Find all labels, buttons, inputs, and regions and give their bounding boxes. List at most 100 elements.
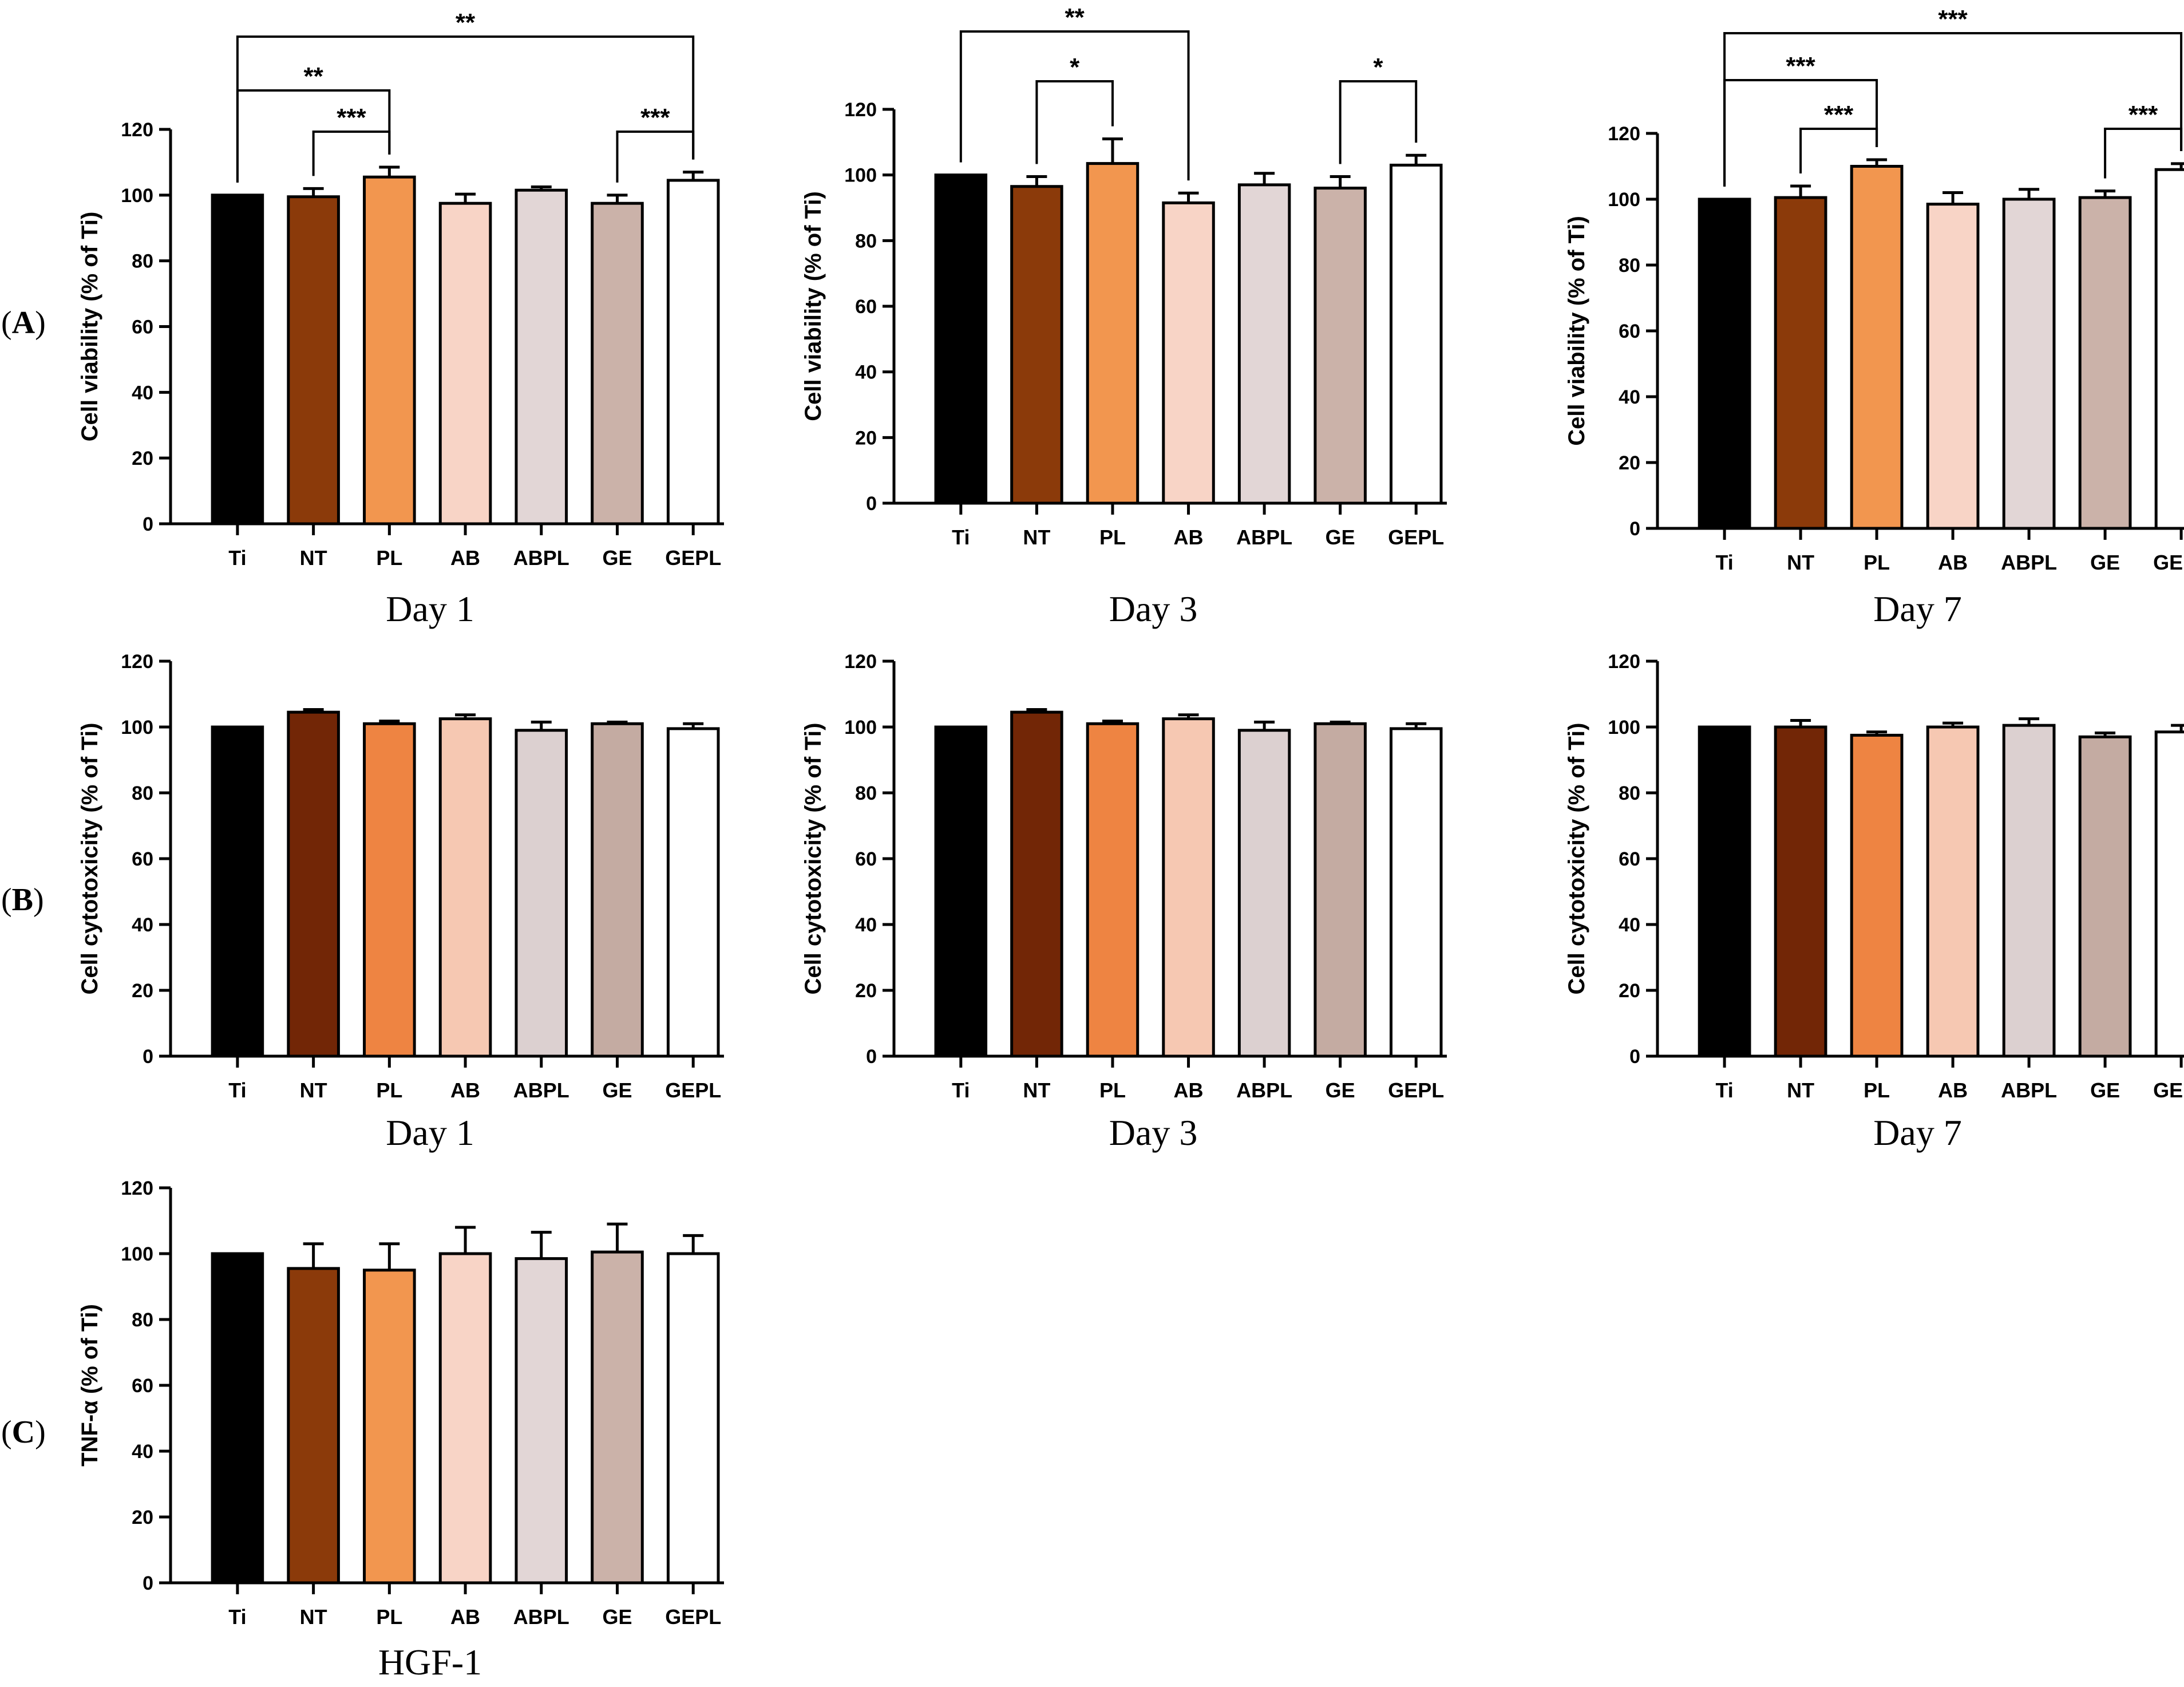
y-tick-label: 80: [1619, 255, 1640, 276]
significance-label: ***: [337, 104, 366, 132]
bar-ab: [1162, 717, 1215, 1058]
chart-viability-day7: 0 20 40 60 80 100 120 Ti NT PL AB ABPL GE GEPL Cell vi…: [1564, 5, 2184, 629]
bar-pl: [363, 175, 416, 526]
y-tick-label: 20: [1619, 980, 1640, 1002]
x-tick-label: GE: [1326, 1078, 1355, 1102]
x-tick-label: ABPL: [513, 1605, 569, 1629]
x-tick-label: GEPL: [665, 546, 721, 570]
bar-ab: [1926, 203, 1980, 530]
panel-label-b: (B): [1, 882, 44, 918]
x-tick-label: NT: [300, 1605, 327, 1629]
bar-ge: [591, 202, 644, 526]
y-tick-label: 100: [121, 1243, 153, 1265]
bar-pl: [1850, 733, 1904, 1058]
y-tick-label: 40: [132, 382, 153, 404]
y-tick-label: 60: [132, 317, 153, 338]
bar-nt: [1010, 185, 1063, 505]
y-tick-label: 60: [1619, 321, 1640, 342]
chart-caption: Day 7: [1873, 1112, 1962, 1153]
x-tick-label: PL: [376, 546, 402, 570]
y-tick-label: 80: [1619, 783, 1640, 804]
chart-caption: Day 1: [386, 588, 474, 629]
bar-pl: [363, 722, 416, 1058]
chart-caption: HGF-1: [378, 1642, 482, 1682]
chart-caption: Day 3: [1109, 1112, 1198, 1153]
x-tick-label: NT: [1787, 1078, 1814, 1102]
significance-label: ***: [1824, 101, 1854, 129]
x-tick-label: NT: [1023, 1078, 1050, 1102]
x-tick-label: ABPL: [2001, 551, 2057, 574]
x-tick-label: AB: [450, 1078, 480, 1102]
y-tick-label: 120: [844, 99, 877, 121]
bar-gepl: [666, 1252, 720, 1585]
x-tick-label: NT: [300, 546, 327, 570]
significance-label: ***: [1786, 52, 1815, 80]
y-tick-label: 20: [855, 427, 877, 449]
significance-label: **: [1065, 3, 1085, 31]
y-axis-label: Cell viability (% of Ti): [801, 191, 826, 421]
x-tick-label: ABPL: [1236, 526, 1292, 549]
significance-label: ***: [640, 104, 670, 132]
y-tick-label: 20: [132, 448, 153, 469]
y-tick-label: 120: [121, 651, 153, 673]
y-tick-label: 120: [1608, 651, 1640, 673]
x-tick-label: ABPL: [1236, 1078, 1292, 1102]
y-tick-label: 0: [866, 1046, 877, 1068]
bar-ab: [438, 202, 492, 526]
x-tick-label: GEPL: [665, 1078, 721, 1102]
bar-gepl: [2154, 168, 2184, 530]
x-tick-label: AB: [1174, 1078, 1204, 1102]
y-tick-label: 40: [855, 914, 877, 936]
x-tick-label: PL: [1863, 1078, 1890, 1102]
x-tick-label: AB: [450, 546, 480, 570]
chart-viability-day1: 0 20 40 60 80 100 120 Ti NT PL AB ABPL GE GEPL Cell vi…: [77, 9, 724, 629]
x-tick-label: GE: [602, 1605, 632, 1629]
y-axis-label: Cell viability (% of Ti): [77, 212, 102, 442]
bar-ab: [438, 717, 492, 1058]
y-tick-label: 80: [855, 783, 877, 804]
y-tick-label: 20: [1619, 452, 1640, 474]
bar-ti: [211, 1252, 264, 1585]
x-tick-label: GE: [2090, 551, 2120, 574]
bar-nt: [287, 1267, 340, 1585]
y-tick-label: 40: [132, 1441, 153, 1463]
bar-pl: [1086, 722, 1140, 1058]
chart-cytotoxicity-day3: 0 20 40 60 80 100 120 Ti NT PL AB ABPL GE GEPL Cell cy…: [801, 651, 1447, 1153]
y-tick-label: 20: [132, 980, 153, 1002]
x-tick-label: AB: [1938, 551, 1968, 574]
y-tick-label: 60: [132, 1375, 153, 1397]
x-tick-label: AB: [1174, 526, 1204, 549]
y-tick-label: 0: [1629, 1046, 1640, 1068]
bar-ti: [211, 193, 264, 526]
x-tick-label: Ti: [952, 1078, 970, 1102]
x-tick-label: AB: [450, 1605, 480, 1629]
significance-bracket: [1035, 80, 1114, 164]
y-tick-label: 100: [1608, 189, 1640, 211]
significance-label: ***: [1938, 5, 1968, 33]
bar-ab: [1162, 201, 1215, 505]
x-tick-label: ABPL: [513, 1078, 569, 1102]
bar-pl: [1850, 165, 1904, 530]
bar-gepl: [1390, 727, 1443, 1058]
x-tick-label: PL: [376, 1078, 402, 1102]
bar-nt: [287, 710, 340, 1058]
y-axis-label: Cell cytotoxicity (% of Ti): [1564, 723, 1589, 995]
significance-bracket: [1339, 80, 1418, 164]
panel-label-c: (C): [1, 1415, 46, 1450]
x-tick-label: NT: [1023, 526, 1050, 549]
bar-abpl: [1237, 183, 1291, 505]
significance-label: *: [1373, 53, 1383, 81]
chart-tnf-hgf1: 0 20 40 60 80 100 120 Ti NT PL AB ABPL GE GEPL TNF-α (…: [77, 1178, 724, 1682]
bar-abpl: [2002, 724, 2056, 1058]
y-tick-label: 80: [132, 783, 153, 804]
bar-nt: [287, 195, 340, 526]
x-tick-label: AB: [1938, 1078, 1968, 1102]
x-tick-label: GEPL: [665, 1605, 721, 1629]
y-tick-label: 120: [121, 1178, 153, 1199]
x-tick-label: GE: [2090, 1078, 2120, 1102]
bar-ge: [1313, 187, 1367, 505]
significance-bracket: [959, 30, 1190, 181]
x-tick-label: NT: [1787, 551, 1814, 574]
bar-ti: [934, 173, 988, 505]
y-tick-label: 40: [132, 914, 153, 936]
